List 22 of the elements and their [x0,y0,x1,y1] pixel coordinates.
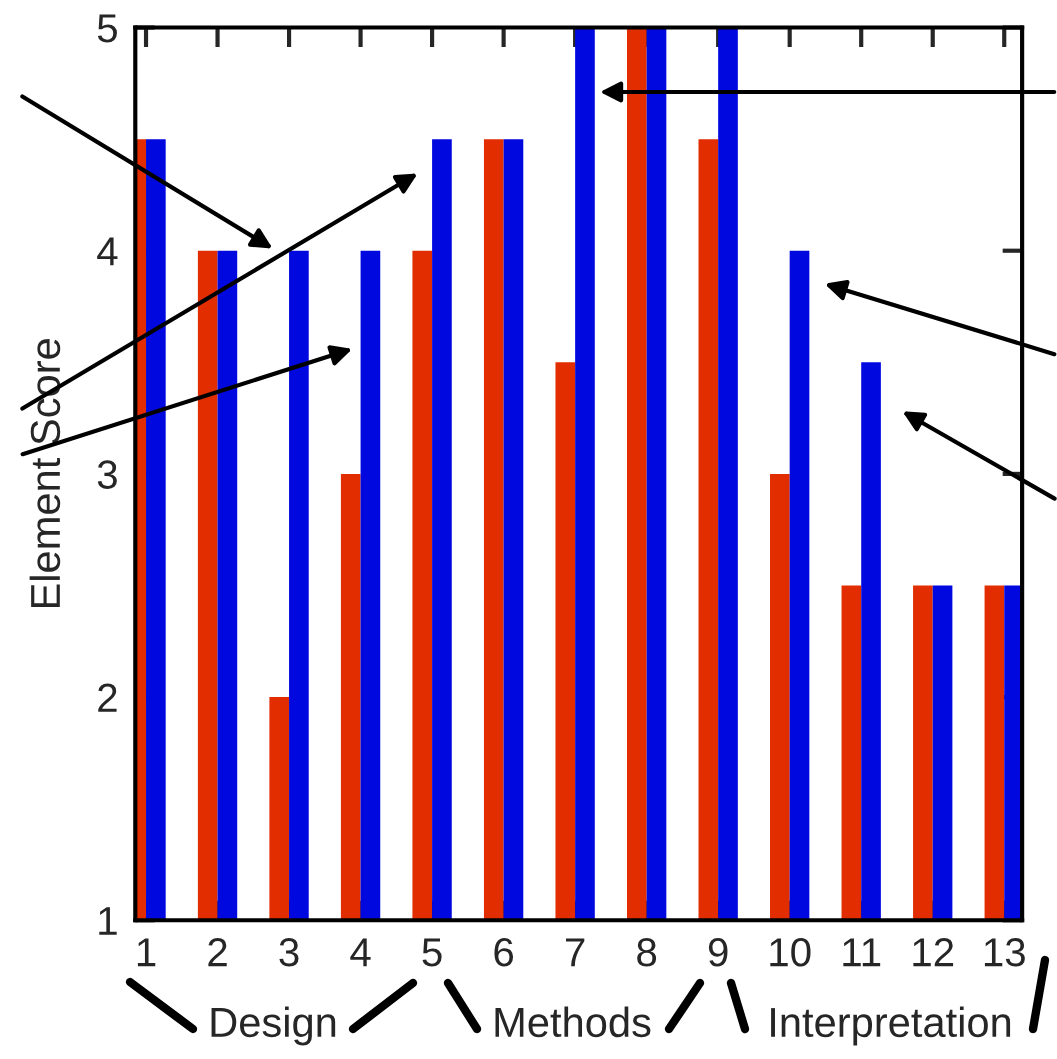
x-tick-label: 1 [137,938,156,967]
x-tick-label: 10 [770,938,811,967]
text: Design [211,1006,336,1046]
text: Methods [495,1006,651,1038]
y-tick-label: 5 [97,14,117,43]
x-tick-label: 11 [843,938,881,967]
y-tick-label: 2 [98,683,117,712]
y-tick-label: 3 [97,460,117,489]
x-tick-label: 12 [913,938,954,967]
y-tick-label: 1 [99,907,117,935]
y-tick-label: 4 [97,237,118,266]
x-tick-label: 8 [637,938,657,967]
x-tick-label: 9 [708,938,728,967]
x-tick-label: 3 [279,938,299,967]
x-tick-label: 13 [984,938,1025,967]
x-tick-label: 4 [350,938,371,967]
x-tick-label: 2 [208,938,227,967]
x-tick-label: 5 [422,938,442,967]
text: Interpretation [771,1006,1011,1046]
x-tick-label: 6 [494,938,514,967]
x-tick-label: 7 [566,938,585,967]
y-axis-title: Element Score [29,339,61,608]
